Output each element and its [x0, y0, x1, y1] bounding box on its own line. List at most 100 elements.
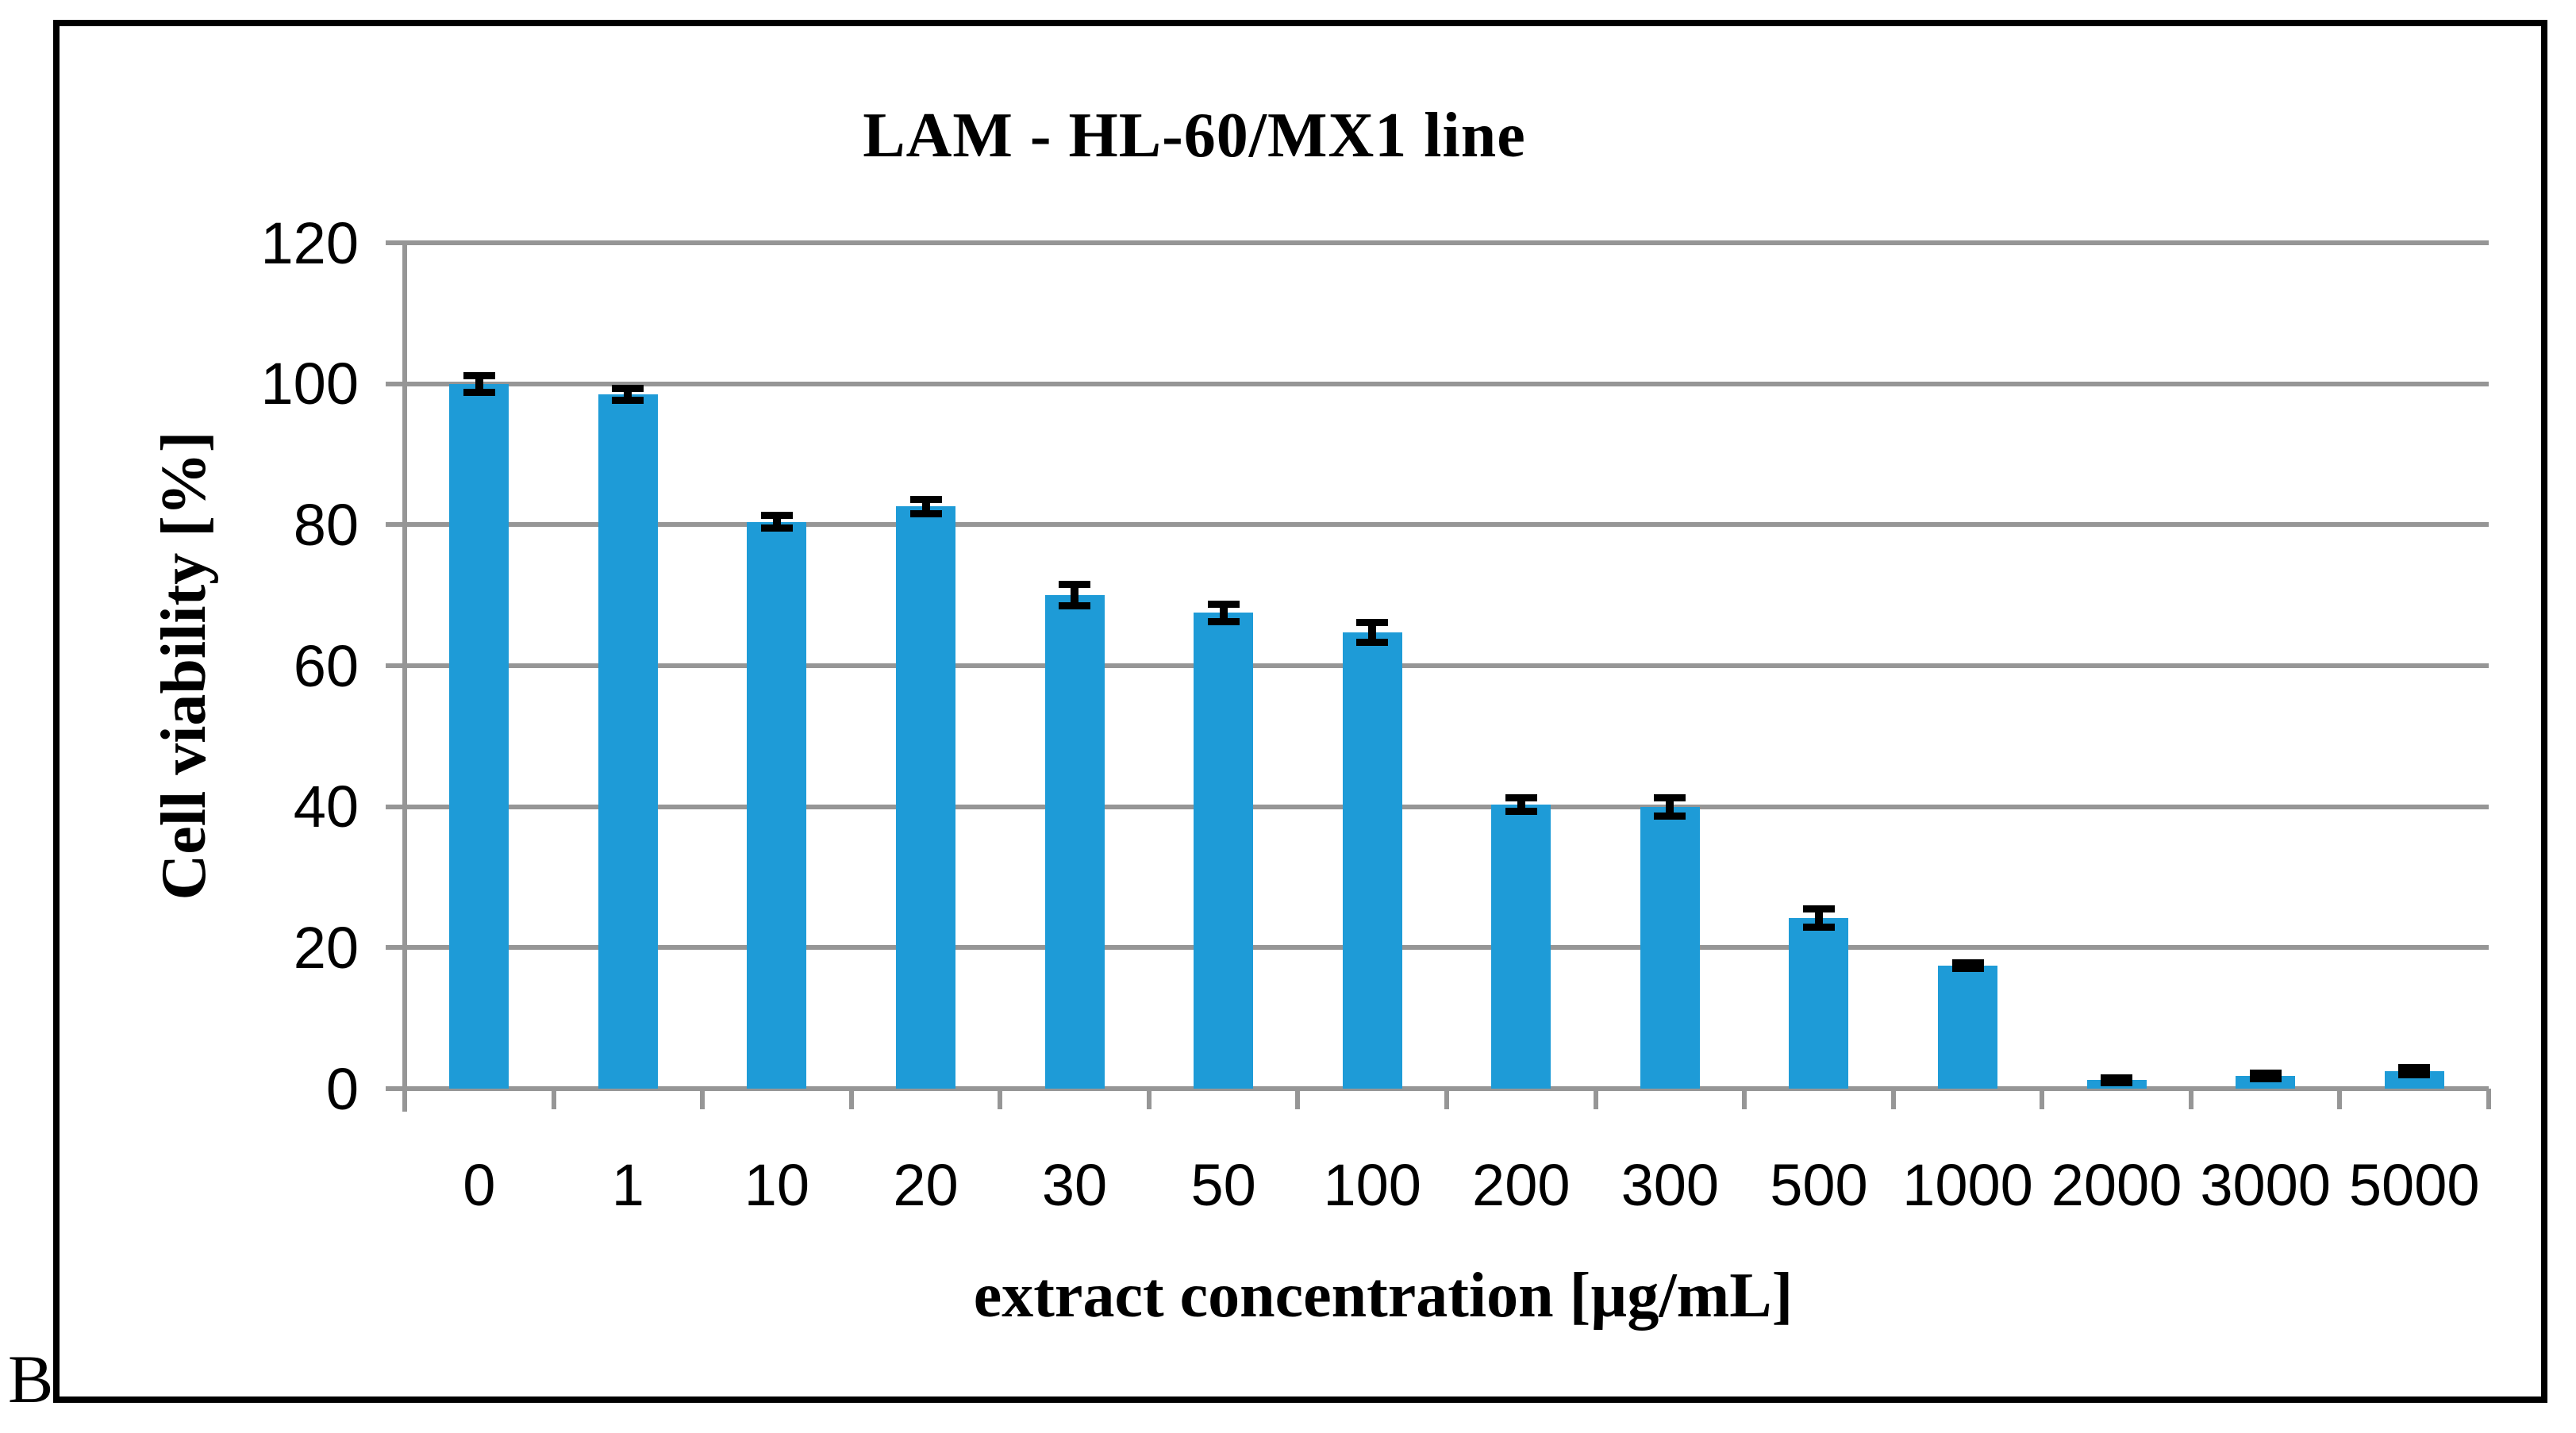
x-tick-6 — [1295, 1089, 1301, 1109]
bar-20 — [896, 506, 955, 1089]
error-bar-cap-top-20 — [909, 495, 942, 503]
x-tick-8 — [1593, 1089, 1598, 1109]
x-tick-5 — [1146, 1089, 1152, 1109]
y-tick-label-20: 20 — [293, 914, 359, 981]
y-tick-100 — [386, 381, 405, 386]
x-tick-9 — [1742, 1089, 1747, 1109]
error-bar-cap-top-2000 — [2101, 1074, 2133, 1082]
x-tick-label-5000: 5000 — [2348, 1151, 2480, 1218]
error-bar-cap-top-10 — [760, 512, 793, 520]
bar-500 — [1789, 918, 1849, 1089]
x-tick-label-0: 0 — [463, 1151, 496, 1218]
error-bar-stem-500 — [1814, 909, 1823, 928]
gridline-20 — [405, 945, 2489, 951]
x-tick-label-3000: 3000 — [2200, 1151, 2331, 1218]
error-bar-cap-top-1000 — [1951, 959, 1984, 967]
error-bar-cap-bottom-100 — [1356, 639, 1389, 647]
x-tick-4 — [998, 1089, 1003, 1109]
error-bar-cap-bottom-0 — [463, 388, 495, 396]
error-bar-stem-1 — [624, 388, 632, 401]
error-bar-cap-bottom-20 — [909, 509, 942, 517]
error-bar-cap-bottom-1000 — [1951, 965, 1984, 973]
x-tick-3 — [848, 1089, 854, 1109]
error-bar-cap-top-200 — [1505, 793, 1537, 801]
bar-10 — [747, 521, 807, 1089]
y-tick-80 — [386, 522, 405, 528]
x-tick-1 — [551, 1089, 556, 1109]
x-tick-label-100: 100 — [1323, 1151, 1421, 1218]
y-tick-60 — [386, 663, 405, 668]
x-tick-label-50: 50 — [1190, 1151, 1256, 1218]
error-bar-cap-bottom-500 — [1802, 924, 1835, 932]
error-bar-stem-100 — [1368, 622, 1377, 643]
error-bar-stem-10 — [772, 515, 781, 528]
y-axis-line — [402, 240, 407, 1112]
error-bar-stem-20 — [921, 499, 930, 514]
y-tick-label-60: 60 — [293, 632, 359, 699]
gridline-60 — [405, 663, 2489, 668]
x-tick-label-2000: 2000 — [2051, 1151, 2182, 1218]
x-tick-2 — [700, 1089, 706, 1109]
error-bar-cap-top-100 — [1356, 619, 1389, 627]
error-bar-cap-top-50 — [1207, 601, 1240, 609]
x-tick-label-10: 10 — [744, 1151, 810, 1218]
y-tick-label-40: 40 — [293, 774, 359, 840]
error-bar-cap-top-500 — [1802, 905, 1835, 912]
bar-300 — [1640, 806, 1700, 1089]
error-bar-cap-top-1 — [612, 385, 644, 393]
x-tick-13 — [2337, 1089, 2343, 1109]
x-tick-label-20: 20 — [893, 1151, 959, 1218]
error-bar-cap-bottom-200 — [1505, 808, 1537, 816]
error-bar-cap-top-0 — [463, 371, 495, 379]
x-tick-label-1: 1 — [611, 1151, 644, 1218]
error-bar-stem-30 — [1071, 584, 1079, 606]
error-bar-cap-top-30 — [1059, 581, 1091, 589]
error-bar-stem-0 — [475, 375, 483, 393]
error-bar-cap-top-300 — [1654, 793, 1686, 801]
error-bar-cap-bottom-1 — [612, 396, 644, 404]
gridline-80 — [405, 522, 2489, 528]
x-tick-label-200: 200 — [1472, 1151, 1571, 1218]
bar-1000 — [1938, 966, 1997, 1089]
x-tick-10 — [1890, 1089, 1896, 1109]
x-tick-0 — [402, 1089, 407, 1109]
y-tick-label-0: 0 — [325, 1055, 359, 1122]
bar-1 — [598, 394, 658, 1089]
bar-30 — [1044, 595, 1105, 1089]
y-tick-label-100: 100 — [260, 351, 359, 417]
x-tick-label-500: 500 — [1770, 1151, 1868, 1218]
bar-50 — [1194, 613, 1254, 1089]
x-tick-label-300: 300 — [1621, 1151, 1720, 1218]
error-bar-stem-200 — [1517, 797, 1525, 812]
y-tick-label-80: 80 — [293, 491, 359, 558]
x-axis-title: extract concentration [µg/mL] — [973, 1261, 1794, 1331]
y-tick-0 — [386, 1086, 405, 1091]
y-tick-20 — [386, 945, 405, 951]
x-tick-label-30: 30 — [1041, 1151, 1108, 1218]
x-tick-12 — [2188, 1089, 2193, 1109]
y-tick-120 — [386, 240, 405, 245]
gridline-120 — [405, 240, 2489, 245]
gridline-40 — [405, 804, 2489, 809]
x-tick-14 — [2486, 1089, 2491, 1109]
chart-title: LAM - HL-60/MX1 line — [863, 101, 1526, 171]
bar-100 — [1342, 632, 1402, 1089]
x-tick-7 — [1444, 1089, 1449, 1109]
x-tick-11 — [2040, 1089, 2045, 1109]
error-bar-cap-bottom-2000 — [2101, 1078, 2133, 1086]
panel-letter: B — [8, 1341, 54, 1417]
error-bar-cap-bottom-50 — [1207, 617, 1240, 625]
bar-0 — [449, 383, 509, 1089]
gridline-100 — [405, 381, 2489, 386]
bar-200 — [1491, 805, 1551, 1089]
error-bar-stem-300 — [1666, 797, 1674, 816]
error-bar-cap-bottom-30 — [1059, 601, 1091, 609]
error-bar-cap-bottom-10 — [760, 524, 793, 532]
error-bar-cap-top-5000 — [2398, 1063, 2431, 1071]
error-bar-cap-top-3000 — [2249, 1069, 2282, 1077]
figure-border — [53, 20, 2547, 1403]
y-tick-40 — [386, 804, 405, 809]
error-bar-cap-bottom-5000 — [2398, 1070, 2431, 1078]
y-tick-label-120: 120 — [260, 209, 359, 276]
error-bar-cap-bottom-300 — [1654, 812, 1686, 820]
